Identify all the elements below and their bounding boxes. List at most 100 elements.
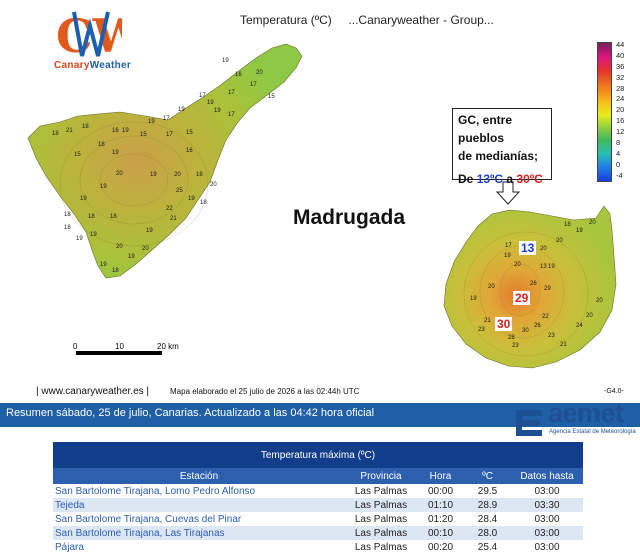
station-label: 20: [256, 70, 263, 76]
station-label: 19: [122, 128, 129, 134]
station-label: 19: [188, 196, 195, 202]
brand-name-part2: Weather: [89, 60, 132, 71]
table-row: San Bartolome Tirajana, Cuevas del Pinar…: [53, 512, 583, 526]
station-label: 18: [110, 214, 117, 220]
station-label: 23: [478, 327, 485, 333]
station-label: 22: [166, 206, 173, 212]
legend-label: 16: [616, 116, 625, 126]
station-label: 18: [98, 142, 105, 148]
cell-data-until: 03:00: [511, 484, 583, 498]
grancanaria-island: [443, 205, 617, 369]
table-row: San Bartolome Tirajana, Lomo Pedro Alfon…: [53, 484, 583, 498]
station-label: 19: [178, 107, 185, 113]
station-label: 22: [542, 314, 549, 320]
cell-time: 01:20: [417, 512, 464, 526]
legend-label: 24: [616, 94, 625, 104]
cell-province: Las Palmas: [345, 540, 417, 554]
cell-temp: 25.4: [464, 540, 511, 554]
station-label: 18: [82, 124, 89, 130]
station-label: 19: [128, 254, 135, 260]
table-title: Temperatura máxima (ºC): [53, 442, 583, 468]
station-label: 26: [534, 323, 541, 329]
station-label: 17: [228, 90, 235, 96]
station-label: 20: [514, 262, 521, 268]
station-label: 28: [508, 335, 515, 341]
station-label: 19: [80, 196, 87, 202]
cell-time: 00:00: [417, 484, 464, 498]
station-label: 21: [170, 216, 177, 222]
cell-station[interactable]: Pájara: [53, 540, 345, 554]
station-label: 18: [64, 212, 71, 218]
station-label: 20: [210, 182, 217, 188]
station-label: 25: [176, 188, 183, 194]
station-label: 19: [504, 253, 511, 259]
legend-label: 40: [616, 50, 625, 60]
cell-time: 00:20: [417, 540, 464, 554]
scale-tick-0: 0: [73, 342, 78, 351]
temperature-map: Temperatura (ºC) ...Canaryweather - Grou…: [27, 9, 640, 397]
cell-station[interactable]: San Bartolome Tirajana, Las Tirajanas: [53, 526, 345, 540]
station-label: 19: [90, 232, 97, 238]
station-label: 18: [52, 131, 59, 137]
badge-temp-29: 29: [513, 291, 531, 305]
max-temperature-table: Temperatura máxima (ºC) Estación Provinc…: [53, 442, 583, 554]
temperature-legend-labels: 44 40 36 32 28 24 20 16 12 8 4 0 -4: [616, 40, 640, 182]
station-label: 17: [199, 93, 206, 99]
legend-label: 8: [616, 138, 621, 148]
legend-label: -4: [616, 170, 623, 180]
cell-station[interactable]: Tejeda: [53, 498, 345, 512]
station-label: 16: [112, 128, 119, 134]
cell-temp: 28.9: [464, 498, 511, 512]
col-province: Provincia: [345, 468, 417, 484]
station-label: 19: [576, 228, 583, 234]
station-label: 19: [548, 264, 555, 270]
footer-version: -G4.0-: [604, 388, 624, 395]
cell-time: 00:10: [417, 526, 464, 540]
canaryweather-logo-icon: CW: [56, 9, 122, 63]
badge-temp-30: 30: [495, 317, 513, 331]
station-label: 15: [186, 130, 193, 136]
aemet-wordmark: aemet: [548, 398, 624, 428]
station-label: 18: [564, 222, 571, 228]
cell-temp: 28.0: [464, 526, 511, 540]
station-label: 20: [116, 244, 123, 250]
legend-label: 44: [616, 40, 625, 49]
station-label: 19: [100, 262, 107, 268]
station-label: 20: [586, 313, 593, 319]
period-label: Madrugada: [293, 206, 406, 229]
cell-province: Las Palmas: [345, 512, 417, 526]
cell-station[interactable]: San Bartolome Tirajana, Lomo Pedro Alfon…: [53, 484, 345, 498]
station-label: 19: [214, 108, 221, 114]
cell-province: Las Palmas: [345, 526, 417, 540]
station-label: 24: [576, 323, 583, 329]
note-prefix: De: [458, 172, 477, 186]
cell-data-until: 03:00: [511, 540, 583, 554]
cell-data-until: 03:00: [511, 512, 583, 526]
tenerife-island: [27, 43, 303, 279]
footer-site-link[interactable]: | www.canaryweather.es |: [36, 386, 150, 397]
table-row: San Bartolome Tirajana, Las Tirajanas Las…: [53, 526, 583, 540]
station-label: 23: [548, 333, 555, 339]
note-arrow-icon: [495, 181, 521, 205]
station-label: 20: [540, 246, 547, 252]
badge-min-temp: 13: [519, 241, 537, 255]
col-time: Hora: [417, 468, 464, 484]
station-label: 29: [544, 286, 551, 292]
scale-tick-20: 20 km: [157, 342, 179, 351]
note-max: 30ºC: [516, 172, 543, 186]
cell-station[interactable]: San Bartolome Tirajana, Cuevas del Pinar: [53, 512, 345, 526]
station-label: 16: [186, 148, 193, 154]
table-body: San Bartolome Tirajana, Lomo Pedro Alfon…: [53, 484, 583, 554]
station-label: 15: [268, 94, 275, 100]
station-label: 19: [470, 296, 477, 302]
cell-time: 01:10: [417, 498, 464, 512]
temperature-legend-bar: [597, 42, 612, 182]
legend-label: 0: [616, 159, 621, 169]
station-label: 17: [163, 116, 170, 122]
station-label: 17: [505, 243, 512, 249]
station-label: 19: [76, 236, 83, 242]
legend-label: 12: [616, 127, 625, 137]
station-label: 23: [512, 343, 519, 349]
cell-temp: 29.5: [464, 484, 511, 498]
legend-label: 20: [616, 105, 625, 115]
